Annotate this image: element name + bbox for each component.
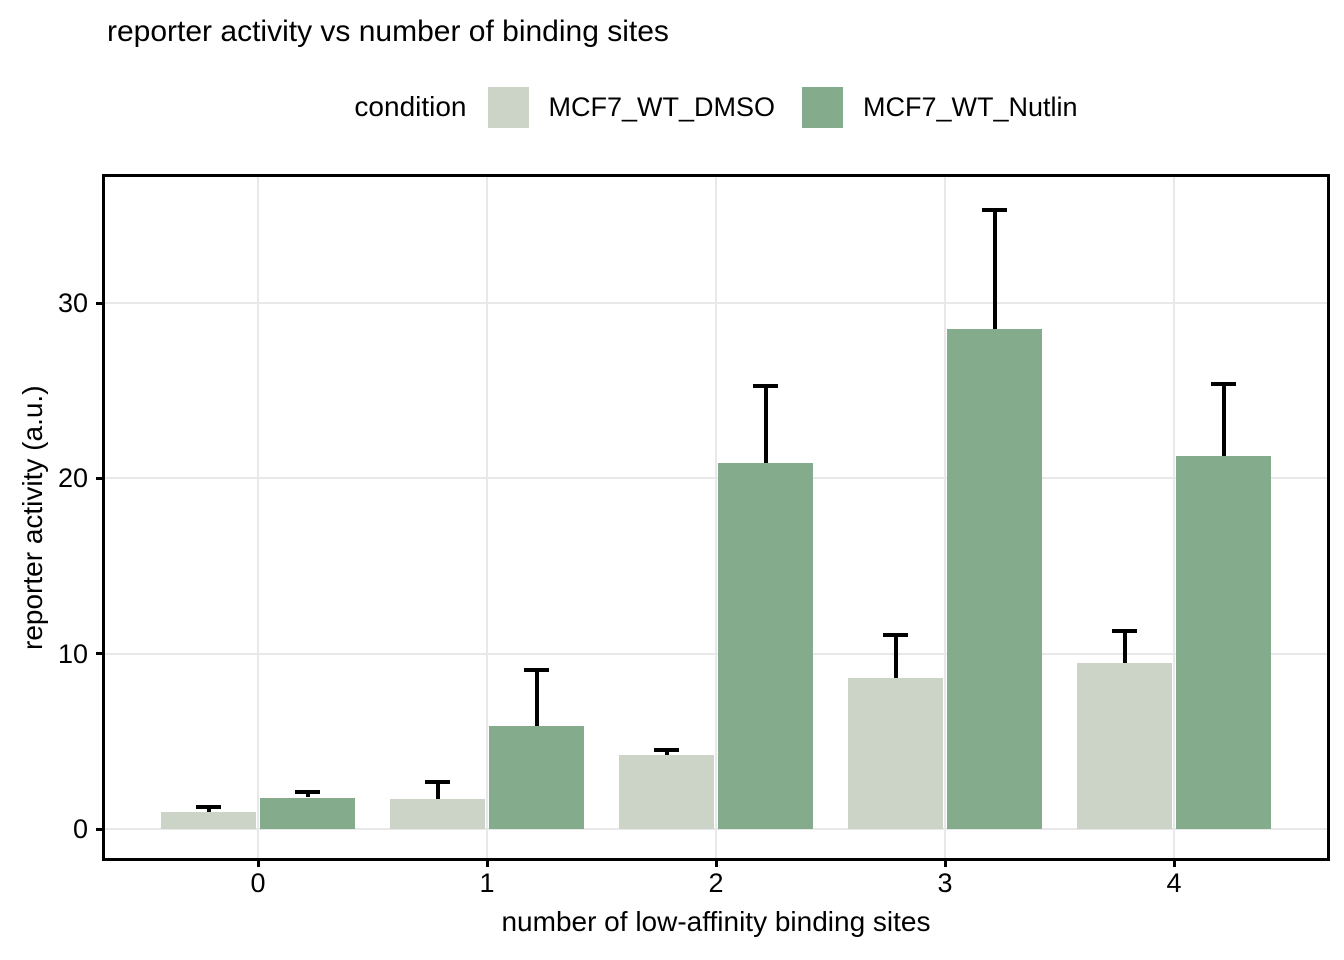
y-tick-label: 20 xyxy=(57,463,88,494)
error-bar-cap xyxy=(1211,381,1236,386)
y-tick-mark xyxy=(96,301,105,305)
x-gridline xyxy=(944,177,946,858)
bar-mcf7_wt_dmso-x1 xyxy=(390,799,485,830)
chart-title: reporter activity vs number of binding s… xyxy=(107,15,669,48)
x-tick-label: 2 xyxy=(708,868,724,898)
error-bar-line xyxy=(1221,381,1226,456)
y-tick-label: 30 xyxy=(57,288,88,319)
x-tick-label: 0 xyxy=(250,868,266,898)
error-bar-cap xyxy=(425,779,450,784)
x-tick-mark xyxy=(943,858,947,867)
error-bar-line xyxy=(992,208,997,330)
legend-label-nutlin: MCF7_WT_Nutlin xyxy=(863,91,1078,122)
bar-mcf7_wt_nutlin-x2 xyxy=(718,462,813,830)
x-tick-mark xyxy=(1172,858,1176,867)
error-bar-cap xyxy=(753,383,778,388)
bar-mcf7_wt_dmso-x4 xyxy=(1077,662,1172,830)
x-tick-mark xyxy=(256,858,260,867)
y-tick-mark xyxy=(96,476,105,480)
bar-mcf7_wt_nutlin-x1 xyxy=(489,725,584,830)
error-bar-line xyxy=(893,632,898,679)
error-bar-cap xyxy=(883,632,908,637)
x-gridline xyxy=(257,177,259,858)
x-tick-label: 1 xyxy=(479,868,495,898)
x-axis-title: number of low-affinity binding sites xyxy=(501,906,931,937)
error-bar-cap xyxy=(654,748,679,753)
error-bar-cap xyxy=(524,667,549,672)
error-bar-line xyxy=(435,779,440,800)
y-tick-mark xyxy=(96,652,105,656)
legend-label-dmso: MCF7_WT_DMSO xyxy=(548,91,776,122)
error-bar-line xyxy=(1122,629,1127,663)
plot-panel xyxy=(105,177,1327,858)
bar-mcf7_wt_dmso-x2 xyxy=(619,755,714,830)
bar-mcf7_wt_dmso-x3 xyxy=(848,678,943,830)
error-bar-cap xyxy=(196,804,221,809)
x-tick-label: 3 xyxy=(937,868,953,898)
error-bar-line xyxy=(763,383,768,463)
bar-mcf7_wt_nutlin-x4 xyxy=(1176,455,1271,830)
x-gridline xyxy=(1173,177,1175,858)
y-tick-label: 10 xyxy=(57,638,88,669)
y-tick-label: 0 xyxy=(72,814,88,845)
bar-mcf7_wt_nutlin-x3 xyxy=(947,329,1042,830)
x-tick-label: 4 xyxy=(1166,868,1182,898)
legend-swatch-nutlin xyxy=(802,86,844,128)
legend-swatch-dmso xyxy=(487,86,529,128)
y-axis-title: reporter activity (a.u.) xyxy=(17,385,48,650)
error-bar-cap xyxy=(295,790,320,795)
x-tick-mark xyxy=(485,858,489,867)
bar-mcf7_wt_nutlin-x0 xyxy=(260,797,355,830)
error-bar-cap xyxy=(1112,629,1137,634)
error-bar-cap xyxy=(982,208,1007,213)
legend-title: condition xyxy=(354,91,467,122)
x-gridline xyxy=(486,177,488,858)
error-bar-line xyxy=(534,667,539,726)
x-tick-mark xyxy=(714,858,718,867)
x-gridline xyxy=(715,177,717,858)
legend: condition MCF7_WT_DMSO MCF7_WT_Nutlin xyxy=(105,84,1327,130)
y-tick-mark xyxy=(96,827,105,831)
bar-mcf7_wt_dmso-x0 xyxy=(161,811,256,830)
